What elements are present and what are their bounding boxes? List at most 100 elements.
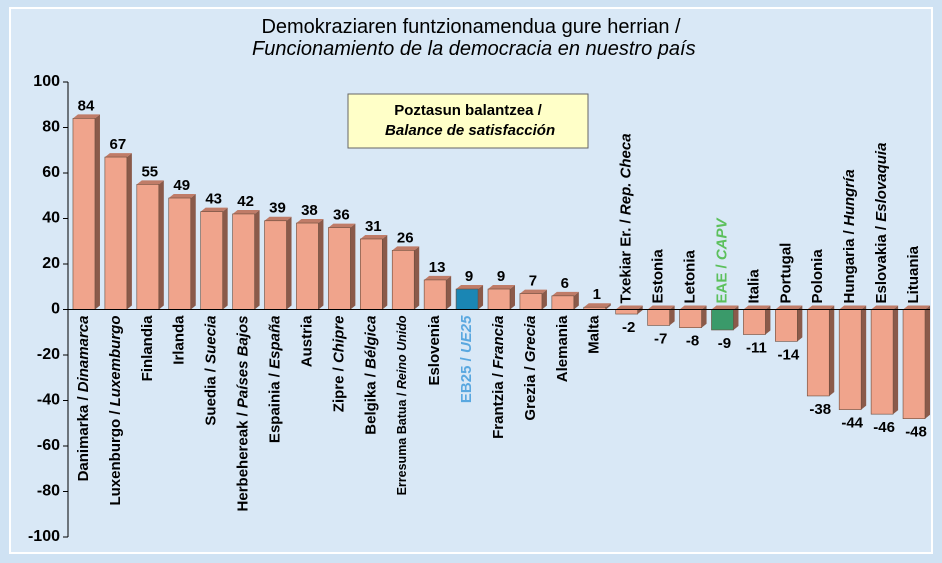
bar-side bbox=[925, 305, 931, 419]
bar bbox=[743, 309, 766, 335]
bar bbox=[902, 309, 926, 419]
bar-top bbox=[743, 305, 771, 310]
data-label: 38 bbox=[301, 202, 318, 219]
data-label: 9 bbox=[497, 268, 505, 285]
x-tick-label: Grezia / Grecia bbox=[522, 316, 539, 421]
x-tick-label: Belgika / Bélgica bbox=[362, 316, 379, 435]
data-label: -9 bbox=[718, 335, 731, 352]
bar-side bbox=[318, 219, 324, 310]
x-tick-label: Espainia / España bbox=[266, 316, 283, 444]
y-tick-label: -60 bbox=[37, 437, 60, 454]
data-label: 43 bbox=[205, 191, 222, 208]
bar-top bbox=[807, 305, 835, 310]
x-tick-label: Finlandia bbox=[139, 315, 156, 381]
x-tick-label: Txekiar Er. / Rep. Checa bbox=[618, 133, 635, 303]
bar-side bbox=[382, 234, 388, 310]
bar bbox=[487, 288, 511, 310]
bar-top bbox=[519, 289, 547, 294]
bar-side bbox=[669, 305, 675, 326]
bar-top bbox=[551, 291, 579, 296]
y-tick-label: 100 bbox=[33, 73, 60, 90]
bar bbox=[72, 118, 96, 310]
bar-top bbox=[903, 305, 931, 310]
bar-top bbox=[424, 275, 452, 280]
bar bbox=[391, 250, 415, 310]
bar-top bbox=[775, 305, 803, 310]
data-label: -44 bbox=[841, 415, 863, 432]
bar bbox=[136, 184, 160, 310]
bar bbox=[296, 222, 319, 310]
y-tick-label: 20 bbox=[42, 255, 60, 272]
data-label: -38 bbox=[809, 401, 831, 418]
y-tick-label: 80 bbox=[42, 119, 60, 136]
annotation-box: Poztasun balantzea / Balance de satisfac… bbox=[347, 93, 589, 149]
bar bbox=[104, 156, 128, 310]
bar-top bbox=[328, 223, 356, 228]
bar-side bbox=[765, 305, 771, 335]
data-label: 6 bbox=[561, 275, 569, 292]
data-label: 36 bbox=[333, 207, 350, 224]
bar-top bbox=[679, 305, 707, 310]
x-tick-label: Estonia bbox=[650, 249, 667, 304]
bar bbox=[615, 309, 639, 315]
x-tick-label: Erresuma Batua / Reino Unido bbox=[396, 315, 410, 495]
y-tick-label: -20 bbox=[37, 346, 60, 363]
data-label: 1 bbox=[593, 286, 601, 303]
x-tick-label: Herbehereak / Países Bajos bbox=[235, 316, 252, 512]
bar bbox=[200, 211, 223, 310]
data-label: -7 bbox=[654, 330, 667, 347]
x-tick-label: Luxenburgo / Luxemburgo bbox=[107, 316, 124, 506]
x-tick-label: Danimarka / Dinamarca bbox=[75, 316, 92, 482]
bar-side bbox=[797, 305, 803, 342]
y-tick-label: -40 bbox=[37, 392, 60, 409]
x-tick-label: Austria bbox=[298, 315, 315, 367]
bar-top bbox=[456, 285, 484, 290]
bar bbox=[519, 293, 543, 310]
bar-side bbox=[701, 305, 707, 328]
x-tick-label: Letonia bbox=[682, 250, 699, 304]
x-tick-label: Zipre / Chipre bbox=[330, 316, 347, 413]
bar-top bbox=[583, 303, 611, 308]
annotation-bg bbox=[347, 93, 589, 149]
data-label: 7 bbox=[529, 273, 537, 290]
bar-side bbox=[286, 216, 292, 310]
x-tick-label: Alemania bbox=[554, 315, 571, 382]
bar-top bbox=[168, 194, 196, 199]
x-tick-label: EAE / CAPV bbox=[713, 216, 730, 303]
bar-side bbox=[893, 305, 899, 415]
data-label: 13 bbox=[429, 259, 446, 276]
bar-top bbox=[871, 305, 899, 310]
bar-side bbox=[254, 209, 260, 310]
bar-top bbox=[488, 285, 515, 290]
x-tick-label: Lituania bbox=[905, 245, 922, 303]
data-label: 55 bbox=[141, 163, 158, 180]
bar-top bbox=[264, 216, 292, 221]
data-label: 39 bbox=[269, 200, 286, 217]
bar-top bbox=[200, 207, 228, 212]
bar-side bbox=[510, 285, 515, 310]
bar-side bbox=[158, 180, 164, 310]
data-label: -2 bbox=[622, 319, 635, 336]
bar bbox=[423, 279, 447, 310]
y-tick-label: -80 bbox=[37, 483, 60, 500]
bar-side bbox=[446, 275, 452, 310]
bar bbox=[328, 227, 351, 310]
data-label: 67 bbox=[110, 136, 127, 153]
x-tick-label: EB25 / UE25 bbox=[458, 315, 475, 403]
data-label: -11 bbox=[746, 339, 767, 356]
x-tick-label: Eslovenia bbox=[426, 315, 443, 386]
x-tick-label: Italia bbox=[745, 269, 762, 304]
bar-side bbox=[573, 291, 579, 310]
bar bbox=[679, 309, 702, 329]
bar-top bbox=[839, 305, 867, 310]
bar bbox=[551, 295, 575, 310]
bar-side bbox=[861, 305, 867, 410]
x-tick-label: Malta bbox=[586, 315, 603, 354]
bar bbox=[359, 238, 383, 310]
bar-top bbox=[72, 114, 100, 119]
bar-top bbox=[232, 209, 260, 214]
bar-side bbox=[829, 305, 835, 396]
bar-side bbox=[414, 246, 420, 310]
bar bbox=[264, 220, 287, 310]
